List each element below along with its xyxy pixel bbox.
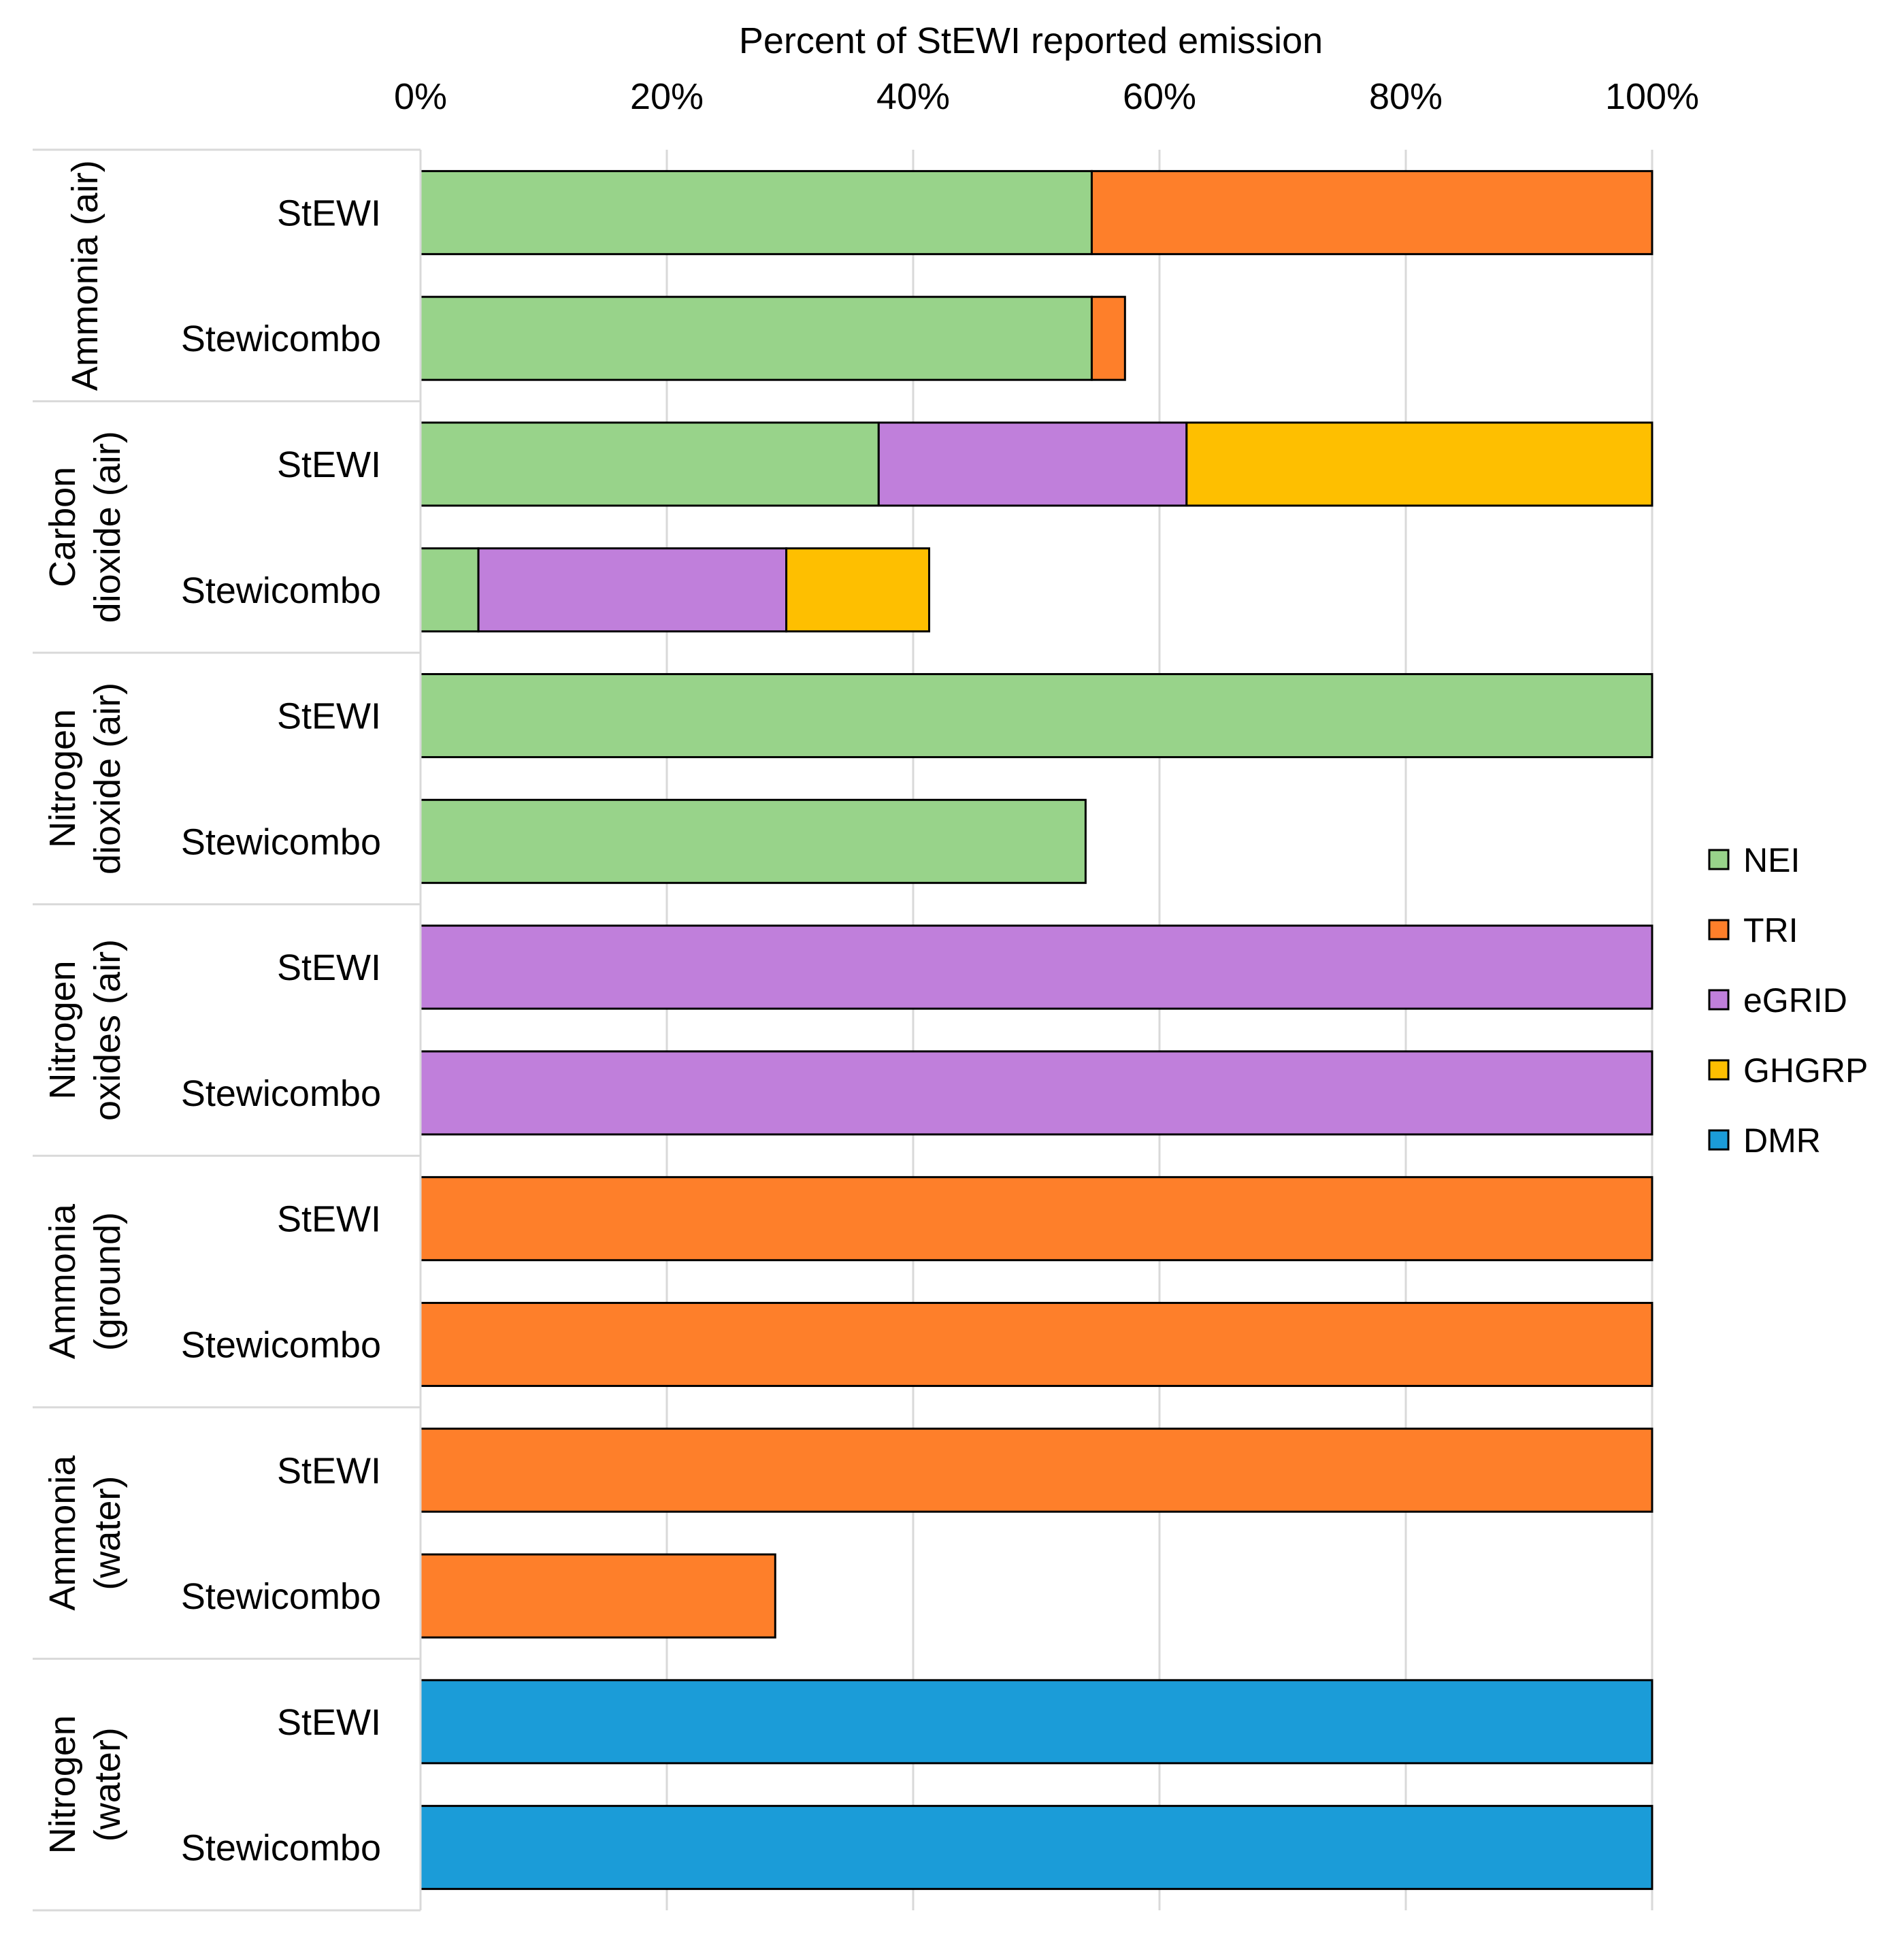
bar-dmr xyxy=(419,1679,1653,1765)
group-label: Ammonia (air) xyxy=(65,160,105,391)
x-tick-label: 20% xyxy=(630,76,704,117)
row-label: Stewicombo xyxy=(181,1576,381,1617)
bar-egrid xyxy=(477,547,788,633)
bar-nei xyxy=(419,169,1093,255)
bar-nei xyxy=(419,421,880,507)
row-label: StEWI xyxy=(277,1702,381,1743)
group-label: Ammonia (water) xyxy=(42,1455,128,1611)
group-label: Nitrogen dioxide (air) xyxy=(42,683,128,875)
bar-tri xyxy=(1090,169,1653,255)
x-tick-label: 80% xyxy=(1369,76,1443,117)
legend-label-egrid: eGRID xyxy=(1743,981,1847,1019)
bar-nei xyxy=(419,547,480,633)
bar-egrid xyxy=(419,924,1653,1010)
legend-swatch-egrid xyxy=(1708,989,1730,1011)
bar-egrid xyxy=(419,1050,1653,1136)
row-label: StEWI xyxy=(277,193,381,233)
legend-label-ghgrp: GHGRP xyxy=(1743,1051,1868,1090)
bar-nei xyxy=(419,673,1653,759)
axes xyxy=(33,148,422,1912)
bar-tri xyxy=(419,1427,1653,1513)
legend-label-dmr: DMR xyxy=(1743,1122,1821,1160)
x-tick-label: 100% xyxy=(1605,76,1699,117)
group-labels: Ammonia (air) Carbon dioxide (air) Nitrogen… xyxy=(42,160,128,1854)
row-label: Stewicombo xyxy=(181,1828,381,1869)
group-label: Ammonia (ground) xyxy=(42,1203,128,1359)
bar-egrid xyxy=(877,421,1188,507)
bar-nei xyxy=(419,295,1093,381)
row-label: StEWI xyxy=(277,1199,381,1240)
x-tick-labels: 0% 20% 40% 60% 80% 100% xyxy=(394,76,1699,117)
bar-tri xyxy=(419,1553,776,1639)
row-label: Stewicombo xyxy=(181,318,381,359)
legend-swatch-ghgrp xyxy=(1708,1059,1730,1081)
bar-tri xyxy=(1090,295,1126,381)
row-label: StEWI xyxy=(277,444,381,485)
legend-swatch-nei xyxy=(1708,849,1730,870)
x-axis-title: Percent of StEWI reported emission xyxy=(739,20,1323,61)
group-label: Nitrogen (water) xyxy=(42,1715,128,1854)
row-label: Stewicombo xyxy=(181,1073,381,1114)
bar-nei xyxy=(419,798,1087,884)
row-label: Stewicombo xyxy=(181,1324,381,1365)
row-label: StEWI xyxy=(277,947,381,988)
legend-swatch-dmr xyxy=(1708,1129,1730,1151)
x-tick-label: 40% xyxy=(876,76,950,117)
row-labels: StEWI Stewicombo StEWI Stewicombo StEWI Stewi… xyxy=(181,193,381,1868)
bars xyxy=(419,169,1653,1891)
row-label: Stewicombo xyxy=(181,821,381,862)
gridlines xyxy=(419,150,1653,1910)
group-label: Nitrogen oxides (air) xyxy=(42,939,128,1121)
legend-label-tri: TRI xyxy=(1743,911,1798,949)
legend: NEI TRI eGRID GHGRP DMR xyxy=(1708,841,1868,1160)
row-label: Stewicombo xyxy=(181,570,381,611)
bar-tri xyxy=(419,1301,1653,1387)
bar-dmr xyxy=(419,1805,1653,1891)
x-tick-label: 60% xyxy=(1123,76,1196,117)
group-label: Carbon dioxide (air) xyxy=(42,431,128,623)
bar-tri xyxy=(419,1176,1653,1262)
x-tick-label: 0% xyxy=(394,76,447,117)
legend-swatch-tri xyxy=(1708,919,1730,941)
row-label: StEWI xyxy=(277,1450,381,1491)
bar-ghgrp xyxy=(785,547,931,633)
legend-label-nei: NEI xyxy=(1743,841,1800,879)
bar-ghgrp xyxy=(1185,421,1653,507)
row-label: StEWI xyxy=(277,696,381,737)
